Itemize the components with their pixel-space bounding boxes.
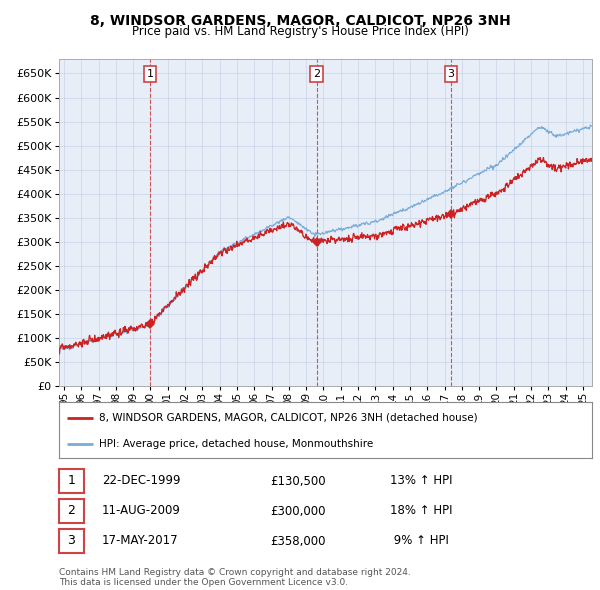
Text: 1: 1 [67,474,76,487]
Text: 1: 1 [146,69,154,78]
Text: £358,000: £358,000 [270,535,325,548]
Text: 13% ↑ HPI: 13% ↑ HPI [390,474,452,487]
Text: 11-AUG-2009: 11-AUG-2009 [102,504,181,517]
Text: 18% ↑ HPI: 18% ↑ HPI [390,504,452,517]
Text: Contains HM Land Registry data © Crown copyright and database right 2024.
This d: Contains HM Land Registry data © Crown c… [59,568,410,587]
Text: 8, WINDSOR GARDENS, MAGOR, CALDICOT, NP26 3NH: 8, WINDSOR GARDENS, MAGOR, CALDICOT, NP2… [89,14,511,28]
Text: 3: 3 [448,69,454,78]
Text: 17-MAY-2017: 17-MAY-2017 [102,535,179,548]
Text: 2: 2 [67,504,76,517]
Text: £130,500: £130,500 [270,474,326,487]
Text: 2: 2 [313,69,320,78]
Text: 3: 3 [67,535,76,548]
Text: 9% ↑ HPI: 9% ↑ HPI [390,535,449,548]
Text: HPI: Average price, detached house, Monmouthshire: HPI: Average price, detached house, Monm… [99,440,373,450]
Text: 22-DEC-1999: 22-DEC-1999 [102,474,181,487]
Text: 8, WINDSOR GARDENS, MAGOR, CALDICOT, NP26 3NH (detached house): 8, WINDSOR GARDENS, MAGOR, CALDICOT, NP2… [99,412,478,422]
Text: £300,000: £300,000 [270,504,325,517]
Text: Price paid vs. HM Land Registry's House Price Index (HPI): Price paid vs. HM Land Registry's House … [131,25,469,38]
